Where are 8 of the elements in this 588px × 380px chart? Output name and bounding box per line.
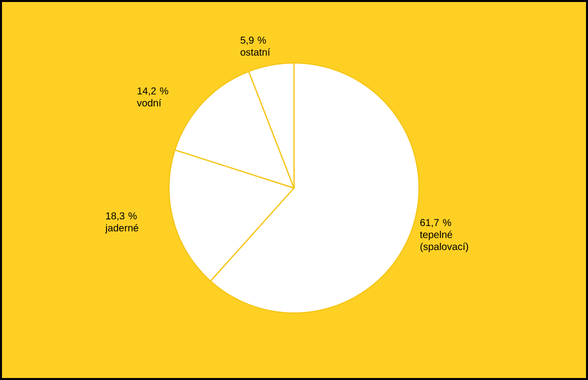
data-label: 5,9 % [240, 36, 266, 45]
slice-label: vodní [136, 98, 162, 106]
data-label: 61,7 % [420, 219, 452, 228]
data-label: 18,3 % [106, 212, 137, 221]
slice-label: tepelné (spalovací) [420, 230, 468, 252]
data-label: 14,2 % [138, 87, 168, 96]
slice-label: ostatní [240, 48, 270, 56]
slice-label: jaderné [105, 224, 138, 234]
